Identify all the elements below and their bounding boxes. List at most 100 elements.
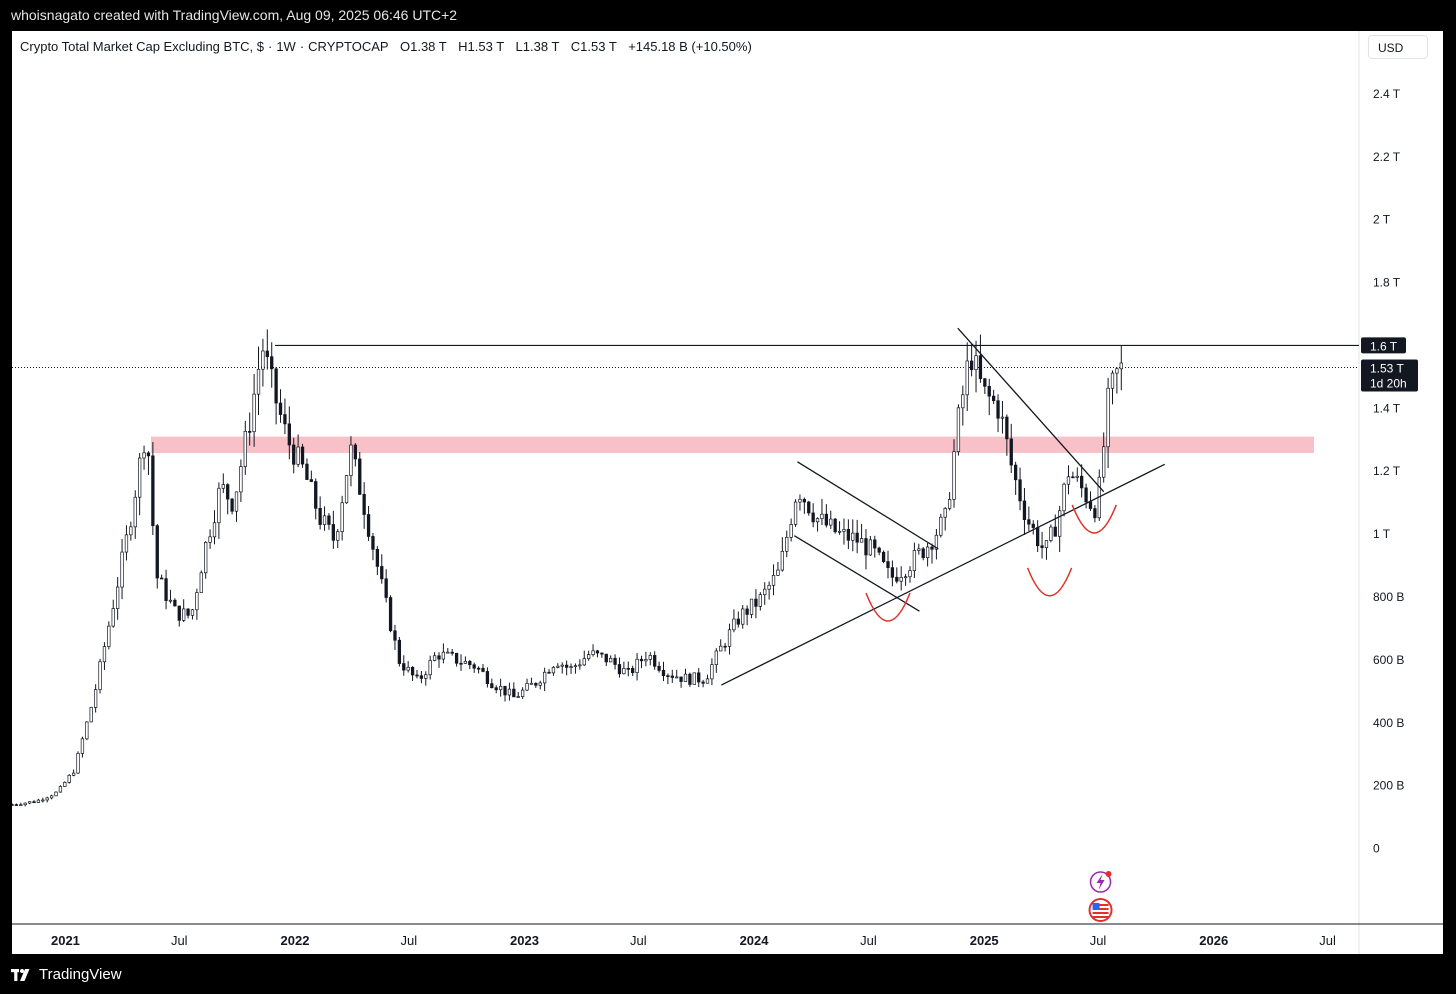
candle-body — [842, 529, 846, 532]
tradingview-brand[interactable]: TradingView — [11, 966, 122, 983]
candle-body — [956, 407, 961, 452]
candle-body — [846, 529, 851, 541]
candle-body — [98, 661, 102, 690]
candle-body — [71, 772, 76, 776]
candle-body — [1102, 446, 1106, 478]
candle-body — [468, 660, 472, 666]
candle-body — [741, 608, 745, 625]
candle-body — [261, 350, 265, 370]
candle-body — [1066, 476, 1071, 485]
candle-body — [239, 466, 243, 493]
candle-body — [1040, 545, 1044, 548]
candle-body — [617, 664, 622, 675]
candle-body — [344, 475, 349, 504]
candle-body — [899, 576, 903, 582]
candle-body — [670, 675, 674, 678]
candle-body — [1084, 487, 1088, 503]
candle-body — [498, 685, 503, 691]
y-tick-label: 2 T — [1373, 213, 1391, 227]
candle-body — [63, 782, 67, 787]
candle-body — [318, 507, 322, 525]
candle-body — [991, 395, 996, 402]
symbol-legend: Crypto Total Market Cap Excluding BTC, $… — [20, 39, 752, 54]
chart-frame[interactable]: 2.4 T 2.2 T 2 T 1.8 T 1.6 T 1.4 T 1.2 T 1 T 800 … — [12, 31, 1443, 954]
candle-body — [278, 402, 283, 415]
candle-body — [463, 660, 468, 664]
candle-body — [736, 618, 740, 625]
trend-line[interactable] — [797, 461, 939, 550]
candle-body — [569, 666, 573, 668]
flag-stripe-icon — [1092, 912, 1109, 914]
bottom-curve[interactable] — [1026, 567, 1073, 597]
price-tag-label: 1.6 T — [1370, 339, 1398, 353]
candle-body — [542, 671, 547, 684]
candle-body — [793, 501, 798, 525]
currency-button[interactable]: USD — [1368, 35, 1428, 59]
candle-body — [322, 515, 327, 525]
y-tick-label: 1.4 T — [1373, 401, 1401, 415]
x-tick-label: 2021 — [51, 933, 80, 948]
candle-body — [287, 423, 291, 446]
candle-body — [164, 578, 168, 601]
candle-body — [230, 498, 234, 512]
candle-body — [763, 588, 767, 596]
candle-body — [1080, 475, 1084, 489]
candle-body — [609, 657, 613, 663]
trend-line[interactable] — [793, 535, 920, 612]
candle-body — [560, 664, 564, 667]
candle-body — [701, 681, 705, 684]
candle-body — [1053, 526, 1057, 537]
candle-body — [802, 498, 807, 503]
candle-body — [551, 666, 556, 674]
candle-body — [525, 683, 529, 691]
x-tick-label: 2022 — [281, 933, 310, 948]
x-tick-label: Jul — [171, 933, 188, 948]
candle-body — [512, 688, 516, 698]
bottom-curve[interactable] — [865, 592, 911, 622]
trend-line[interactable] — [721, 463, 1165, 686]
candle-body — [666, 675, 670, 677]
candle-body — [85, 721, 89, 740]
trend-line[interactable] — [957, 327, 1105, 493]
x-tick-label: Jul — [1319, 933, 1336, 948]
y-tick-label: 800 B — [1373, 590, 1404, 604]
candle-body — [362, 494, 366, 515]
candle-body — [639, 658, 644, 662]
candle-body — [115, 586, 120, 609]
candle-body — [274, 368, 278, 404]
candle-body — [653, 655, 657, 667]
candle-body — [481, 667, 485, 672]
candle-body — [1093, 508, 1097, 519]
candle-body — [961, 394, 965, 409]
candle-body — [692, 672, 696, 685]
legend-symbol[interactable]: Crypto Total Market Cap Excluding BTC, $ — [20, 39, 264, 54]
candle-body — [358, 458, 362, 495]
candle-body — [591, 650, 595, 655]
candle-body — [441, 651, 446, 660]
price-chart[interactable]: 2.4 T 2.2 T 2 T 1.8 T 1.6 T 1.4 T 1.2 T 1 T 800 … — [12, 31, 1443, 954]
resistance-zone[interactable] — [151, 436, 1314, 453]
bottom-curve[interactable] — [1071, 504, 1117, 534]
candle-body — [375, 548, 380, 567]
candle-body — [36, 799, 41, 803]
candle-body — [424, 674, 428, 679]
candle-body — [771, 574, 776, 586]
x-tick-label: Jul — [630, 933, 647, 948]
candle-body — [1115, 368, 1119, 374]
candle-body — [327, 515, 331, 525]
candle-body — [939, 516, 943, 536]
candle-body — [129, 526, 133, 536]
candle-body — [67, 774, 71, 783]
candle-body — [697, 672, 701, 683]
candle-body — [644, 659, 648, 662]
tradingview-logo-icon — [11, 968, 30, 981]
candle-body — [402, 663, 406, 671]
candle-body — [151, 455, 155, 527]
candle-body — [476, 667, 481, 670]
x-tick-label: 2025 — [970, 933, 999, 948]
candle-body — [661, 670, 666, 676]
header-text: whoisnagato created with TradingView.com… — [11, 7, 458, 23]
candle-body — [943, 508, 947, 518]
x-tick-label: Jul — [400, 933, 417, 948]
candle-body — [564, 664, 569, 668]
